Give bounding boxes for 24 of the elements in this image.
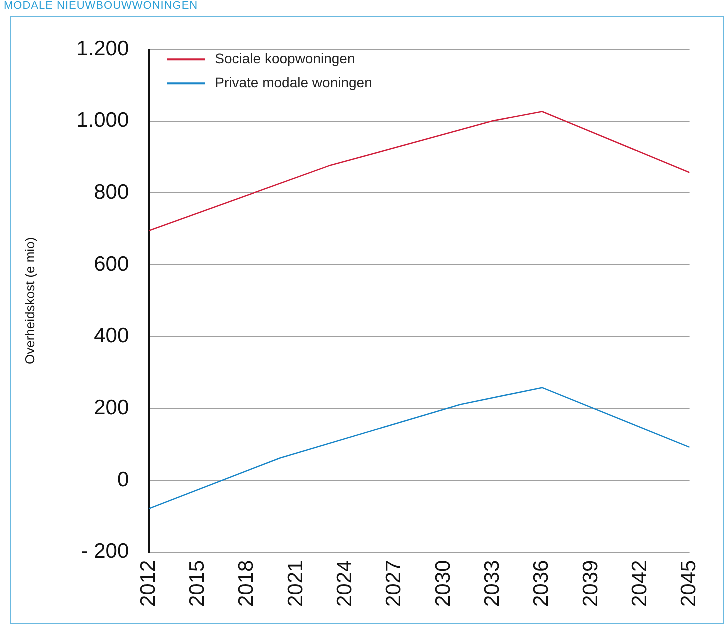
y-tick-label: 1.200: [76, 37, 130, 60]
chart-title: MODALE NIEUWBOUWWONINGEN: [4, 0, 198, 12]
x-tick-label: 2030: [432, 560, 455, 607]
x-tick-label: 2027: [382, 560, 406, 607]
y-tick-label: - 200: [81, 540, 130, 564]
x-tick-label: 2021: [284, 560, 308, 607]
x-tick-label: 2033: [480, 560, 504, 607]
legend-label: Sociale koopwoningen: [215, 50, 356, 66]
y-tick-label: 600: [94, 252, 130, 276]
y-tick-label: 800: [94, 181, 130, 204]
y-axis-title: Overheidskost (e mio): [22, 237, 38, 365]
x-tick-label: 2018: [235, 560, 258, 607]
x-tick-label: 2024: [334, 560, 357, 607]
x-tick-label: 2045: [678, 560, 701, 607]
x-tick-label: 2015: [186, 560, 210, 607]
y-tick-label: 1.000: [76, 109, 130, 132]
x-tick-label: 2012: [136, 560, 160, 607]
x-tick-label: 2036: [530, 560, 554, 607]
x-tick-label: 2042: [628, 560, 652, 607]
y-tick-label: 400: [94, 324, 130, 348]
legend-label: Private modale woningen: [215, 74, 372, 90]
x-tick-label: 2039: [579, 560, 602, 607]
y-tick-label: 0: [117, 468, 130, 492]
y-tick-label: 200: [94, 396, 130, 420]
